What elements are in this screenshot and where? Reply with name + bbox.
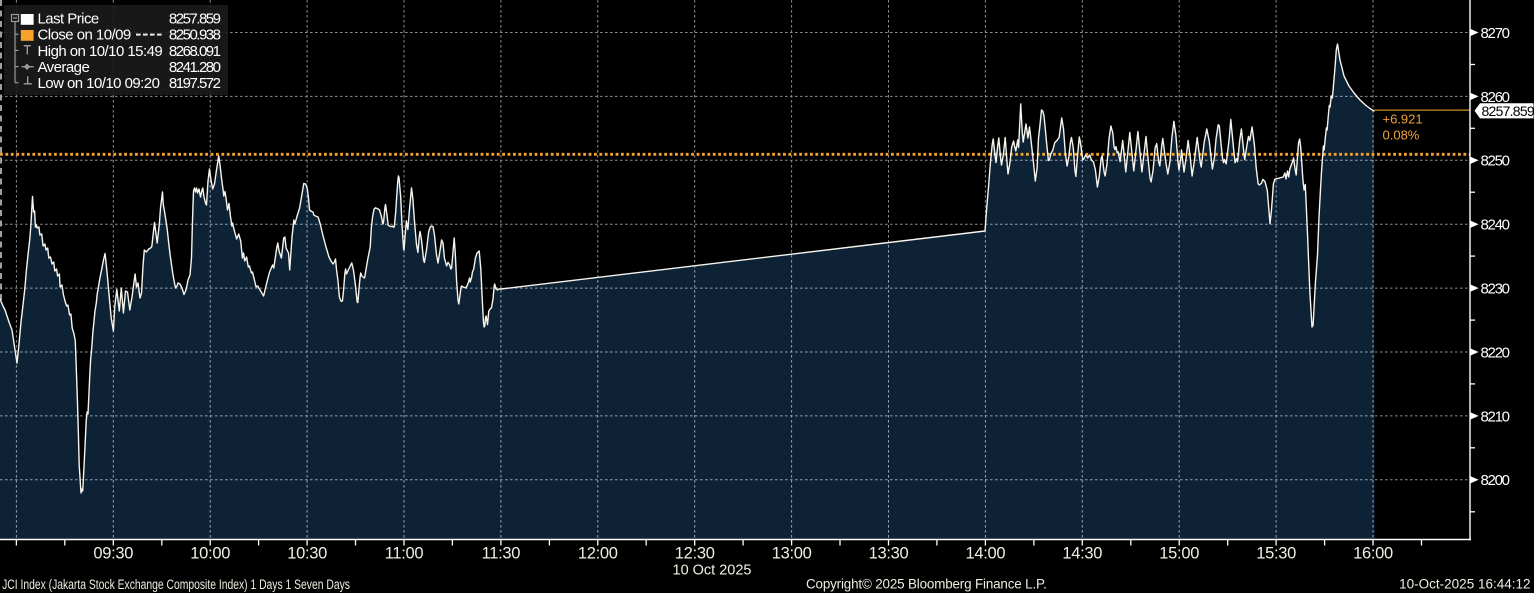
svg-text:8257.859: 8257.859 [1482,103,1534,119]
svg-text:8241.280: 8241.280 [169,59,221,76]
svg-text:8257.859: 8257.859 [169,10,221,27]
svg-text:8268.091: 8268.091 [169,43,221,60]
svg-text:8250: 8250 [1481,153,1510,170]
svg-text:8220: 8220 [1481,344,1510,361]
svg-text:Average: Average [38,59,90,76]
svg-text:8197.572: 8197.572 [169,75,221,92]
svg-text:13:00: 13:00 [772,545,812,563]
svg-text:JCI Index (Jakarta Stock Excha: JCI Index (Jakarta Stock Exchange Compos… [2,576,350,592]
svg-text:15:30: 15:30 [1256,545,1296,563]
svg-text:8230: 8230 [1481,281,1510,298]
svg-text:8270: 8270 [1481,25,1510,42]
svg-text:Copyright© 2025 Bloomberg Fina: Copyright© 2025 Bloomberg Finance L.P. [806,577,1047,592]
svg-text:09:30: 09:30 [93,545,133,563]
svg-text:8260: 8260 [1481,89,1510,106]
svg-text:+6.921: +6.921 [1383,112,1423,127]
svg-text:0.08%: 0.08% [1383,128,1420,143]
svg-text:12:30: 12:30 [675,545,715,563]
svg-text:Last Price: Last Price [38,10,99,27]
svg-text:10:30: 10:30 [287,545,327,563]
svg-text:13:30: 13:30 [869,545,909,563]
svg-text:16:00: 16:00 [1353,545,1393,563]
svg-text:10 Oct 2025: 10 Oct 2025 [673,563,752,579]
svg-text:11:30: 11:30 [482,545,521,563]
svg-text:8200: 8200 [1481,472,1510,489]
svg-text:10:00: 10:00 [190,545,230,563]
svg-text:8240: 8240 [1481,217,1510,234]
svg-text:8250.938: 8250.938 [169,27,221,44]
svg-text:14:30: 14:30 [1062,545,1102,563]
svg-text:8210: 8210 [1481,408,1510,425]
svg-text:14:00: 14:00 [966,545,1006,563]
svg-text:Close on 10/09: Close on 10/09 [38,27,131,44]
svg-text:10-Oct-2025 16:44:12: 10-Oct-2025 16:44:12 [1399,577,1530,592]
svg-text:Low on 10/10 09:20: Low on 10/10 09:20 [38,75,160,92]
svg-text:High on 10/10 15:49: High on 10/10 15:49 [38,43,163,60]
svg-text:12:00: 12:00 [578,545,618,563]
svg-text:15:00: 15:00 [1159,545,1199,563]
svg-text:11:00: 11:00 [385,545,424,563]
